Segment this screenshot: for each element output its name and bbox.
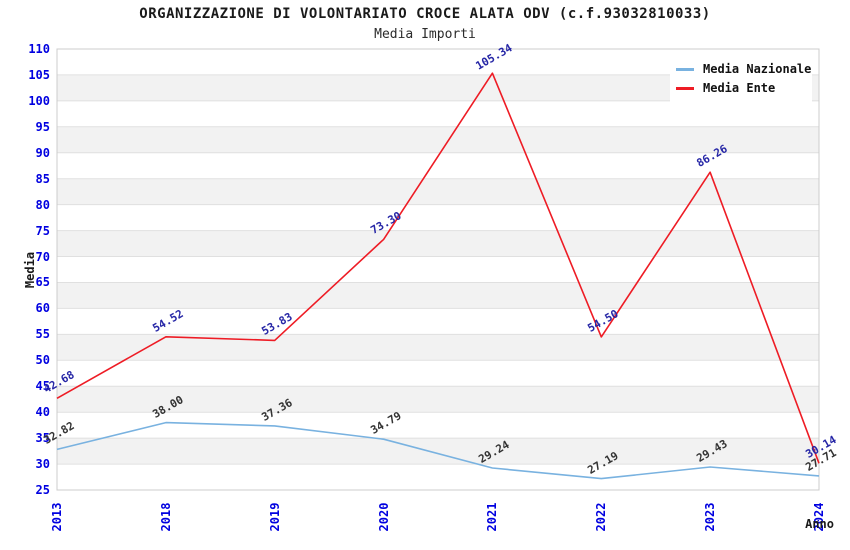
y-tick-label: 80 [35, 197, 50, 212]
plot-stripe [57, 334, 819, 361]
x-tick-label: 2022 [594, 502, 609, 532]
plot-stripe [57, 282, 819, 309]
legend-label-nazionale: Media Nazionale [703, 62, 812, 76]
chart-title: ORGANIZZAZIONE DI VOLONTARIATO CROCE ALA… [139, 6, 711, 22]
legend-line-marker-nazionale [676, 67, 694, 71]
y-tick-label: 60 [35, 301, 50, 316]
plot-stripe [57, 386, 819, 413]
y-tick-label: 70 [35, 249, 50, 264]
x-tick-label: 2018 [158, 502, 173, 532]
plot-stripe [57, 412, 819, 439]
plot-stripe [57, 126, 819, 153]
y-tick-label: 110 [28, 42, 50, 56]
plot-stripe [57, 308, 819, 335]
x-tick-label: 2019 [267, 502, 282, 532]
y-tick-label: 100 [28, 93, 50, 108]
legend-entry-media-nazionale: Media Nazionale [676, 62, 812, 76]
plot-border [56, 48, 820, 491]
x-tick-label: 2023 [703, 502, 718, 532]
y-tick-label: 95 [35, 119, 50, 134]
y-tick-label: 55 [35, 327, 50, 342]
series-line-0 [56, 421, 820, 480]
plot-stripe [57, 100, 819, 127]
legend-line-marker-ente [676, 86, 694, 90]
y-tick-label: 25 [35, 483, 50, 497]
series-line-1 [56, 72, 820, 464]
y-tick-label: 30 [35, 457, 50, 472]
y-tick-label: 90 [35, 145, 50, 160]
plot-stripe [57, 178, 819, 205]
y-tick-label: 35 [35, 431, 50, 446]
plot-stripe [57, 438, 819, 464]
plot-stripe [57, 204, 819, 231]
plot-stripe [57, 360, 819, 387]
y-tick-label: 105 [28, 67, 50, 82]
y-tick-label: 50 [35, 353, 50, 368]
y-axis-title: Media [23, 251, 37, 289]
x-tick-label: 2013 [50, 502, 64, 532]
y-tick-label: 85 [35, 171, 50, 186]
legend-label-ente: Media Ente [703, 81, 776, 95]
plot-stripe [57, 230, 819, 257]
legend: Media Nazionale Media Ente [670, 55, 812, 102]
x-axis-title: Anno [805, 517, 834, 531]
chart-subtitle: Media Importi [374, 27, 476, 42]
y-tick-label: 40 [35, 405, 50, 420]
y-tick-label: 45 [35, 379, 50, 394]
legend-entry-media-ente: Media Ente [676, 81, 812, 95]
x-tick-label: 2021 [485, 502, 500, 532]
plot-stripe [57, 256, 819, 283]
x-tick-label: 2020 [376, 502, 391, 532]
y-tick-label: 65 [35, 275, 50, 290]
y-tick-label: 75 [35, 223, 50, 238]
